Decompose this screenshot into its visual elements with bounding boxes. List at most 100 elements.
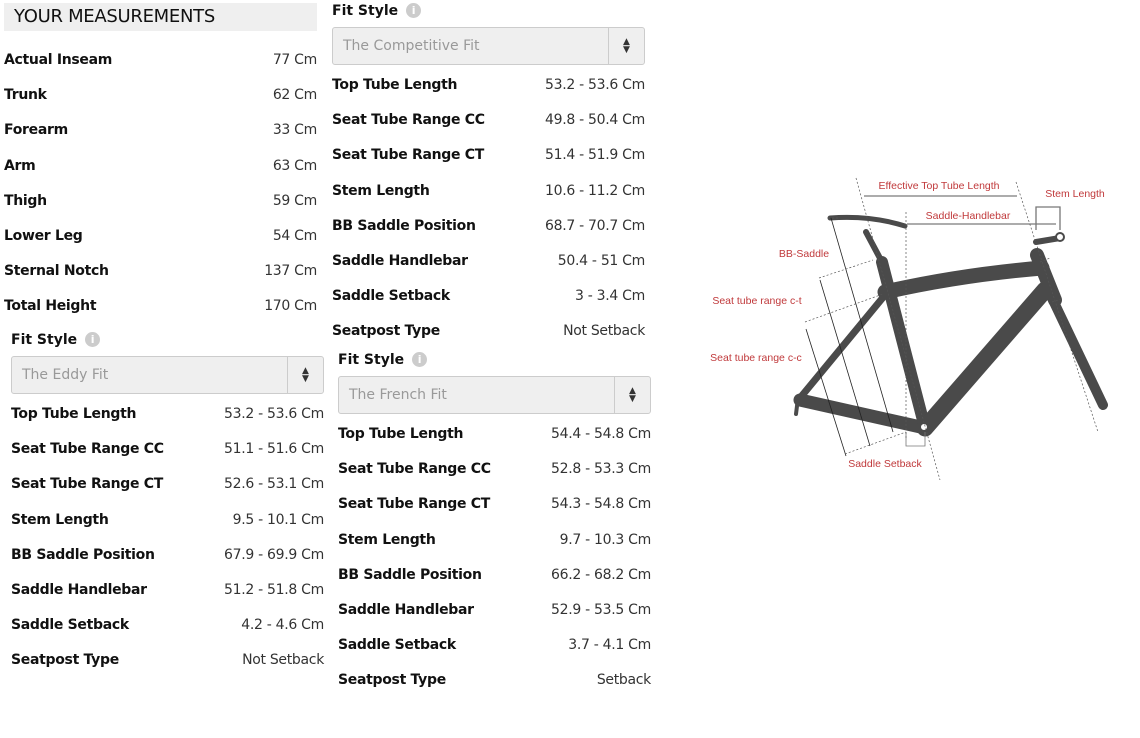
guide-lines [804,177,1099,480]
row-label: Stem Length [338,531,436,548]
row-value: 68.7 - 70.7 Cm [545,217,645,234]
row-stem-length: Stem Length 9.7 - 10.3 Cm [338,528,651,552]
row-actual-inseam: Actual Inseam 77 Cm [4,48,317,72]
row-label: Sternal Notch [4,263,109,280]
row-value: 3.7 - 4.1 Cm [568,637,651,654]
select-arrows-icon: ▲ ▼ [614,377,650,413]
row-label: Seat Tube Range CC [11,441,164,458]
row-seatpost-type: Seatpost Type Not Setback [11,648,324,672]
row-value: 137 Cm [264,263,317,280]
info-icon[interactable]: i [412,352,428,367]
row-label: Seat Tube Range CC [332,112,485,129]
row-top-tube-length: Top Tube Length 53.2 - 53.6 Cm [332,73,645,97]
row-label: Top Tube Length [332,77,458,93]
row-value: 63 Cm [272,157,317,174]
row-label: Lower Leg [4,228,83,244]
row-value: Setback [596,672,651,689]
row-top-tube-length: Top Tube Length 53.2 - 53.6 Cm [11,402,324,426]
fit-style-select[interactable]: The Eddy Fit ▲ ▼ [11,356,324,394]
row-label: Top Tube Length [11,406,137,422]
row-thigh: Thigh 59 Cm [4,189,317,213]
label-saddle-setback: Saddle Setback [848,458,922,470]
info-icon[interactable]: i [85,332,101,347]
fit-style-label: Fit Style i [11,330,101,350]
row-value: 53.2 - 53.6 Cm [545,77,645,93]
row-label: Stem Length [332,182,430,199]
row-value: 33 Cm [272,122,317,139]
row-label: Stem Length [11,511,109,528]
row-value: 62 Cm [272,87,317,104]
fit-style-text: Fit Style [11,332,78,348]
row-label: BB Saddle Position [332,217,476,234]
row-stem-length: Stem Length 10.6 - 11.2 Cm [332,179,645,203]
fit-style-text: Fit Style [332,3,399,19]
row-value: 53.2 - 53.6 Cm [224,406,324,422]
row-stem-length: Stem Length 9.5 - 10.1 Cm [11,508,324,532]
handlebar-clamp [1055,232,1065,242]
row-bb-saddle-position: BB Saddle Position 67.9 - 69.9 Cm [11,543,324,567]
row-value: 10.6 - 11.2 Cm [545,182,645,199]
row-value: Not Setback [563,323,645,340]
row-value: 9.7 - 10.3 Cm [559,531,652,548]
row-value: 50.4 - 51 Cm [557,253,646,269]
row-forearm: Forearm 33 Cm [4,118,317,142]
row-value: Not Setback [242,652,324,669]
bottom-bracket [919,422,929,432]
label-bb-saddle: BB-Saddle [779,248,829,260]
seatstay [796,291,889,402]
row-label: Arm [4,157,36,174]
row-seatpost-type: Seatpost Type Not Setback [332,319,645,343]
row-label: Actual Inseam [4,52,113,68]
row-value: 54.4 - 54.8 Cm [551,426,651,442]
chainstay [793,393,932,435]
row-label: Thigh [4,192,47,209]
label-seat-tube-ct: Seat tube range c-t [712,295,801,307]
row-label: BB Saddle Position [11,546,155,563]
row-arm: Arm 63 Cm [4,154,317,178]
row-value: 66.2 - 68.2 Cm [551,566,651,583]
row-seat-tube-range-ct: Seat Tube Range CT 52.6 - 53.1 Cm [11,472,324,496]
measurement-lines [805,195,1061,457]
row-seat-tube-range-ct: Seat Tube Range CT 54.3 - 54.8 Cm [338,492,651,516]
row-trunk: Trunk 62 Cm [4,83,317,107]
row-saddle-handlebar: Saddle Handlebar 51.2 - 51.8 Cm [11,578,324,602]
fit-style-label: Fit Style i [332,1,422,21]
select-arrows-icon: ▲ ▼ [287,357,323,393]
row-saddle-setback: Saddle Setback 3 - 3.4 Cm [332,284,645,308]
row-saddle-handlebar: Saddle Handlebar 52.9 - 53.5 Cm [338,598,651,622]
label-saddle-handlebar: Saddle-Handlebar [926,210,1011,222]
row-saddle-setback: Saddle Setback 4.2 - 4.6 Cm [11,613,324,637]
row-label: Seat Tube Range CT [338,496,490,513]
row-value: 54.3 - 54.8 Cm [551,496,651,513]
info-icon[interactable]: i [406,3,422,18]
fit-style-select[interactable]: The Competitive Fit ▲ ▼ [332,27,645,65]
row-seat-tube-range-cc: Seat Tube Range CC 52.8 - 53.3 Cm [338,457,651,481]
select-arrows-icon: ▲ ▼ [608,28,644,64]
fit-style-select[interactable]: The French Fit ▲ ▼ [338,376,651,414]
label-stem-length: Stem Length [1045,188,1105,200]
row-value: 51.1 - 51.6 Cm [224,441,324,458]
row-value: 170 Cm [264,298,317,315]
row-saddle-handlebar: Saddle Handlebar 50.4 - 51 Cm [332,249,645,273]
fork [1047,293,1108,410]
row-value: 51.4 - 51.9 Cm [545,147,645,164]
label-effective-top-tube: Effective Top Tube Length [878,180,999,192]
row-label: Seatpost Type [332,323,440,340]
row-saddle-setback: Saddle Setback 3.7 - 4.1 Cm [338,633,651,657]
row-label: Saddle Setback [332,288,450,305]
row-value: 77 Cm [272,52,317,68]
row-value: 52.6 - 53.1 Cm [224,476,324,493]
measurements-title: YOUR MEASUREMENTS [4,3,317,31]
seatpost [863,229,885,265]
fit-style-selected: The French Fit [349,387,447,403]
down-tube [916,281,1054,437]
row-seat-tube-range-cc: Seat Tube Range CC 49.8 - 50.4 Cm [332,108,645,132]
row-value: 4.2 - 4.6 Cm [241,617,324,634]
saddle [827,214,908,229]
label-seat-tube-cc: Seat tube range c-c [710,352,802,364]
fit-style-label: Fit Style i [338,350,428,370]
row-sternal-notch: Sternal Notch 137 Cm [4,259,317,283]
dropout [794,396,800,416]
row-label: Seat Tube Range CT [332,147,484,164]
row-seatpost-type: Seatpost Type Setback [338,668,651,692]
